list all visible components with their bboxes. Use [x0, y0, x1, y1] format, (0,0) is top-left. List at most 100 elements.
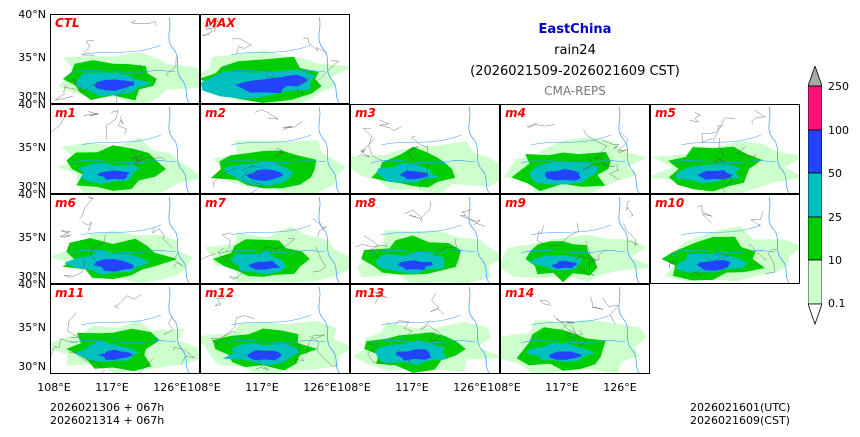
map-panel-m1: m1: [50, 104, 200, 194]
province-boundary: [221, 232, 232, 252]
province-boundary: [51, 116, 66, 133]
river: [680, 134, 762, 146]
colorbar-bin-50-100: [807, 129, 823, 174]
river: [70, 339, 176, 344]
province-boundary: [282, 121, 303, 130]
precip-map: [353, 286, 499, 373]
province-boundary: [371, 291, 387, 304]
lon-tick-label: 126°E: [453, 381, 487, 394]
province-boundary: [602, 139, 620, 150]
lat-tick-label: 35°N: [18, 321, 46, 334]
province-boundary: [130, 148, 144, 166]
colorbar-under-triangle: [807, 303, 823, 326]
river: [230, 314, 312, 326]
river: [380, 224, 462, 236]
province-boundary: [89, 234, 106, 264]
province-boundary: [617, 132, 629, 153]
province-boundary: [217, 247, 231, 261]
map-title-model: CMA-REPS: [544, 84, 606, 98]
province-boundary: [420, 320, 442, 342]
panel-label: m12: [205, 286, 235, 300]
rain-area-50-100: [93, 259, 134, 272]
river: [80, 224, 162, 236]
province-boundary: [292, 342, 305, 365]
province-boundary: [379, 120, 402, 131]
lon-tick-label: 108°E: [487, 381, 521, 394]
precip-map: [661, 196, 799, 283]
rain-area-50-100-secondary: [275, 74, 308, 87]
rain-area-50-100: [696, 260, 731, 271]
rain-area-50-100: [551, 260, 577, 269]
map-panel-max: MAX: [200, 14, 350, 104]
map-panel-m9: m9: [500, 194, 650, 284]
province-boundary: [668, 261, 678, 268]
province-boundary: [410, 136, 428, 155]
precip-map: [501, 196, 649, 283]
province-boundary: [254, 109, 279, 120]
river: [530, 314, 612, 326]
province-boundary: [64, 80, 100, 93]
panel-label: m5: [655, 106, 676, 120]
colorbar: [807, 64, 823, 326]
province-boundary: [83, 111, 100, 116]
province-boundary: [130, 154, 144, 165]
lat-tick-label: 35°N: [18, 141, 46, 154]
map-panel-m6: m6: [50, 194, 200, 284]
map-panel-m3: m3: [350, 104, 500, 194]
colorbar-over-triangle: [807, 64, 823, 87]
province-boundary: [407, 146, 419, 171]
colorbar-label-0.1: 0.1: [828, 297, 846, 310]
province-boundary: [173, 346, 195, 365]
province-boundary: [106, 110, 119, 140]
province-boundary: [82, 221, 92, 231]
rain-area-50-100: [544, 169, 582, 181]
precip-map: [351, 106, 499, 193]
valid-time-utc: 2026021601(UTC): [690, 401, 791, 414]
precip-map: [51, 106, 199, 193]
province-boundary: [116, 64, 143, 103]
precip-map: [504, 106, 648, 193]
coastline: [168, 196, 190, 283]
province-boundary: [51, 338, 78, 356]
river: [530, 224, 612, 236]
lon-tick-label: 126°E: [603, 381, 637, 394]
province-boundary: [225, 259, 243, 281]
province-boundary: [312, 246, 326, 273]
lon-tick-label: 108°E: [37, 381, 71, 394]
coastline: [168, 16, 190, 103]
river: [70, 69, 176, 74]
rain-area-50-100: [96, 170, 131, 180]
river: [70, 249, 176, 254]
province-boundary: [241, 165, 264, 172]
province-boundary: [135, 156, 166, 162]
lat-tick-label: 30°N: [18, 360, 46, 373]
valid-time-info: 2026021601(UTC) 2026021609(CST): [690, 401, 790, 427]
river: [230, 224, 312, 236]
map-panel-m13: m13: [350, 284, 500, 374]
river: [520, 249, 626, 254]
river: [670, 159, 776, 164]
colorbar-label-250: 250: [828, 80, 849, 93]
precip-map: [54, 16, 199, 103]
province-boundary: [552, 315, 576, 339]
province-boundary: [713, 137, 725, 164]
province-boundary: [118, 116, 127, 134]
coastline: [468, 196, 490, 283]
colorbar-label-25: 25: [828, 211, 842, 224]
lon-tick-label: 117°E: [545, 381, 579, 394]
lon-tick-label: 117°E: [395, 381, 429, 394]
province-boundary: [565, 320, 584, 336]
province-boundary: [212, 167, 238, 188]
map-panel-m14: m14: [500, 284, 650, 374]
province-boundary: [461, 209, 486, 227]
panel-label: m8: [355, 196, 376, 210]
river: [80, 314, 162, 326]
river: [220, 69, 326, 74]
coastline: [618, 106, 640, 193]
panel-label: CTL: [55, 16, 80, 30]
province-boundary: [526, 123, 555, 128]
river: [230, 44, 312, 56]
map-panel-ctl: CTL: [50, 14, 200, 104]
map-panel-m10: m10: [650, 194, 800, 284]
colorbar-bin-10-25: [807, 216, 823, 261]
